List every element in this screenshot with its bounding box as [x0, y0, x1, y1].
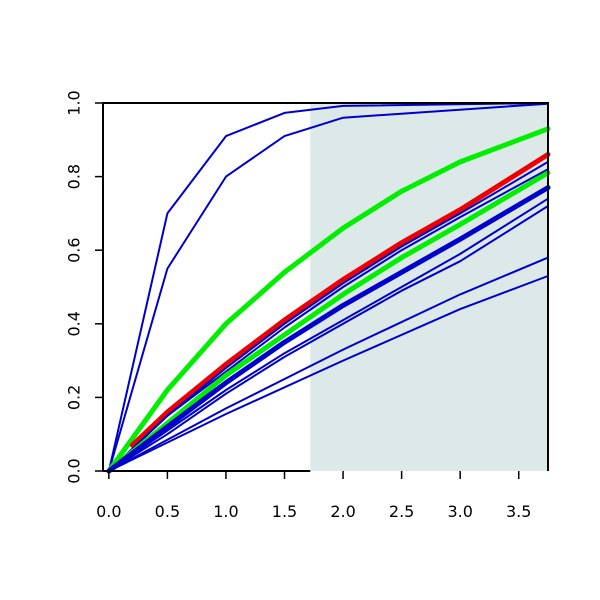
x-tick-label-0: 0.0: [96, 502, 121, 521]
y-tick-label-1: 0.2: [65, 385, 84, 410]
series-line-2: [107, 102, 549, 472]
x-tick-label-6: 3.0: [447, 502, 472, 521]
y-tick-label-2: 0.4: [65, 311, 84, 336]
series-line-10: [107, 205, 549, 472]
y-tick-label-5: 1.0: [65, 90, 84, 115]
series-line-6: [107, 168, 549, 472]
y-tick-label-3: 0.6: [65, 237, 84, 262]
series-line-9: [107, 197, 549, 472]
y-tick-label-0: 0.0: [65, 458, 84, 483]
y-tick-label-4: 0.8: [65, 164, 84, 189]
series-layer: [106, 102, 551, 474]
series-line-1: [107, 102, 549, 472]
x-tick-label-5: 2.5: [389, 502, 414, 521]
series-line-12: [107, 275, 549, 472]
series-line-8: [106, 185, 551, 474]
series-line-3: [106, 126, 551, 474]
shaded-region: [310, 103, 548, 471]
x-tick-label-7: 3.5: [506, 502, 531, 521]
x-tick-label-3: 1.5: [272, 502, 297, 521]
plot-frame: [102, 102, 549, 471]
series-line-4: [129, 152, 551, 448]
x-tick-label-4: 2.0: [330, 502, 355, 521]
x-tick-label-2: 1.0: [213, 502, 238, 521]
x-tick-label-1: 0.5: [155, 502, 180, 521]
series-line-7: [106, 170, 551, 474]
axes-layer: 0.0 0.2 0.4 0.6 0.8 1.0 0.0 0.5 1.0 1.5 2.0 2.5 3.0 3…: [65, 90, 549, 521]
series-line-11: [107, 256, 549, 472]
plot-background: [310, 103, 548, 471]
